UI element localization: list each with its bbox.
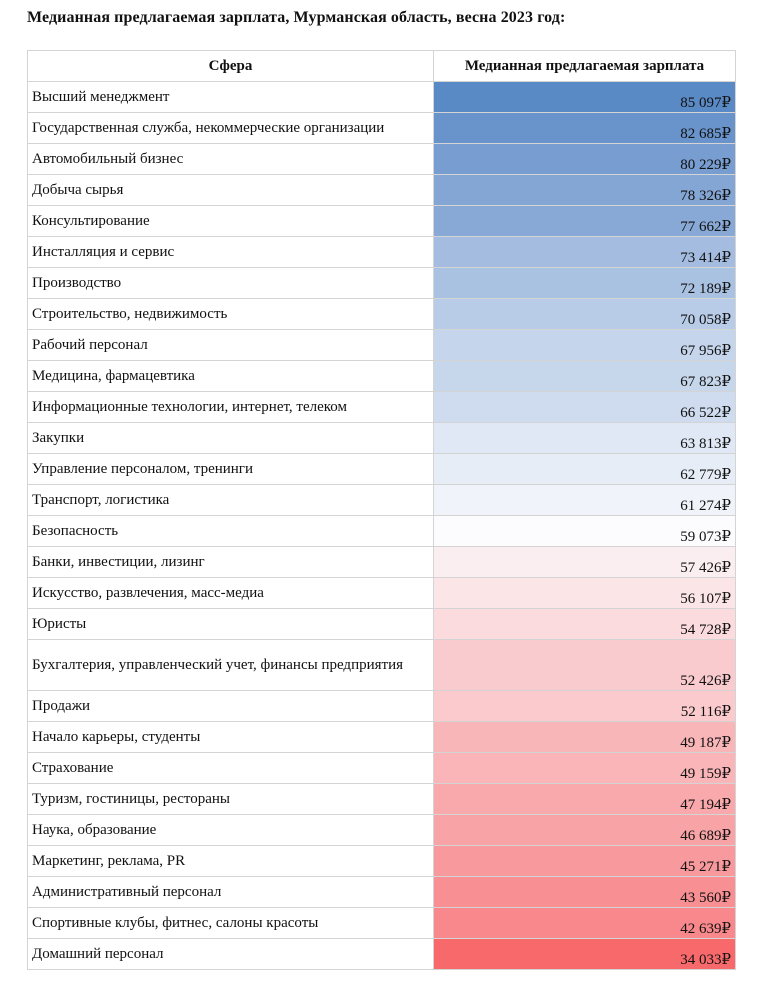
page-title: Медианная предлагаемая зарплата, Мурманс… — [27, 9, 566, 26]
table-row: Начало карьеры, студенты 49 187₽ — [27, 721, 736, 753]
salary-cell: 34 033₽ — [433, 938, 736, 970]
table-row: Юристы 54 728₽ — [27, 608, 736, 640]
table-row: Строительство, недвижимость 70 058₽ — [27, 298, 736, 330]
salary-cell: 45 271₽ — [433, 845, 736, 877]
table-row: Информационные технологии, интернет, тел… — [27, 391, 736, 423]
salary-table: Сфера Медианная предлагаемая зарплата Вы… — [27, 50, 736, 970]
sector-cell: Транспорт, логистика — [27, 484, 434, 516]
table-row: Банки, инвестиции, лизинг 57 426₽ — [27, 546, 736, 578]
salary-cell: 52 426₽ — [433, 639, 736, 691]
table-header-row: Сфера Медианная предлагаемая зарплата — [27, 50, 736, 82]
salary-cell: 82 685₽ — [433, 112, 736, 144]
salary-cell: 57 426₽ — [433, 546, 736, 578]
table-row: Продажи 52 116₽ — [27, 690, 736, 722]
sector-cell: Наука, образование — [27, 814, 434, 846]
table-row: Транспорт, логистика 61 274₽ — [27, 484, 736, 516]
sector-cell: Административный персонал — [27, 876, 434, 908]
sector-cell: Безопасность — [27, 515, 434, 547]
sector-cell: Медицина, фармацевтика — [27, 360, 434, 392]
table-row: Туризм, гостиницы, рестораны 47 194₽ — [27, 783, 736, 815]
sector-cell: Рабочий персонал — [27, 329, 434, 361]
sector-cell: Производство — [27, 267, 434, 299]
table-row: Производство 72 189₽ — [27, 267, 736, 299]
table-row: Административный персонал 43 560₽ — [27, 876, 736, 908]
table-row: Безопасность 59 073₽ — [27, 515, 736, 547]
sector-cell: Управление персоналом, тренинги — [27, 453, 434, 485]
sector-cell: Продажи — [27, 690, 434, 722]
sector-cell: Бухгалтерия, управленческий учет, финанс… — [27, 639, 434, 691]
salary-cell: 54 728₽ — [433, 608, 736, 640]
sector-cell: Страхование — [27, 752, 434, 784]
sector-cell: Маркетинг, реклама, PR — [27, 845, 434, 877]
table-row: Управление персоналом, тренинги 62 779₽ — [27, 453, 736, 485]
salary-cell: 62 779₽ — [433, 453, 736, 485]
sector-cell: Информационные технологии, интернет, тел… — [27, 391, 434, 423]
salary-cell: 67 823₽ — [433, 360, 736, 392]
sector-cell: Начало карьеры, студенты — [27, 721, 434, 753]
sector-cell: Инсталляция и сервис — [27, 236, 434, 268]
salary-cell: 47 194₽ — [433, 783, 736, 815]
salary-cell: 63 813₽ — [433, 422, 736, 454]
table-row: Государственная служба, некоммерческие о… — [27, 112, 736, 144]
salary-cell: 72 189₽ — [433, 267, 736, 299]
sector-cell: Банки, инвестиции, лизинг — [27, 546, 434, 578]
table-row: Бухгалтерия, управленческий учет, финанс… — [27, 639, 736, 691]
sector-cell: Искусство, развлечения, масс-медиа — [27, 577, 434, 609]
salary-cell: 77 662₽ — [433, 205, 736, 237]
salary-cell: 80 229₽ — [433, 143, 736, 175]
salary-cell: 73 414₽ — [433, 236, 736, 268]
sector-cell: Добыча сырья — [27, 174, 434, 206]
table-row: Консультирование 77 662₽ — [27, 205, 736, 237]
table-row: Наука, образование 46 689₽ — [27, 814, 736, 846]
salary-cell: 56 107₽ — [433, 577, 736, 609]
table-row: Маркетинг, реклама, PR 45 271₽ — [27, 845, 736, 877]
sector-cell: Автомобильный бизнес — [27, 143, 434, 175]
salary-cell: 42 639₽ — [433, 907, 736, 939]
table-row: Инсталляция и сервис 73 414₽ — [27, 236, 736, 268]
sector-cell: Закупки — [27, 422, 434, 454]
sector-cell: Спортивные клубы, фитнес, салоны красоты — [27, 907, 434, 939]
table-row: Спортивные клубы, фитнес, салоны красоты… — [27, 907, 736, 939]
table-row: Добыча сырья 78 326₽ — [27, 174, 736, 206]
salary-cell: 43 560₽ — [433, 876, 736, 908]
column-header-salary: Медианная предлагаемая зарплата — [433, 50, 736, 82]
salary-cell: 49 187₽ — [433, 721, 736, 753]
sector-cell: Высший менеджмент — [27, 81, 434, 113]
salary-cell: 78 326₽ — [433, 174, 736, 206]
salary-cell: 59 073₽ — [433, 515, 736, 547]
table-row: Автомобильный бизнес 80 229₽ — [27, 143, 736, 175]
table-row: Страхование 49 159₽ — [27, 752, 736, 784]
column-header-sector: Сфера — [27, 50, 434, 82]
salary-cell: 52 116₽ — [433, 690, 736, 722]
table-body: Высший менеджмент 85 097₽ Государственная … — [27, 81, 736, 970]
salary-cell: 85 097₽ — [433, 81, 736, 113]
table-row: Высший менеджмент 85 097₽ — [27, 81, 736, 113]
salary-cell: 49 159₽ — [433, 752, 736, 784]
sector-cell: Домашний персонал — [27, 938, 434, 970]
salary-cell: 46 689₽ — [433, 814, 736, 846]
sector-cell: Государственная служба, некоммерческие о… — [27, 112, 434, 144]
table-row: Искусство, развлечения, масс-медиа 56 107… — [27, 577, 736, 609]
sector-cell: Юристы — [27, 608, 434, 640]
salary-cell: 70 058₽ — [433, 298, 736, 330]
sector-cell: Строительство, недвижимость — [27, 298, 434, 330]
table-row: Рабочий персонал 67 956₽ — [27, 329, 736, 361]
table-row: Домашний персонал 34 033₽ — [27, 938, 736, 970]
table-row: Закупки 63 813₽ — [27, 422, 736, 454]
salary-cell: 61 274₽ — [433, 484, 736, 516]
table-row: Медицина, фармацевтика 67 823₽ — [27, 360, 736, 392]
sector-cell: Консультирование — [27, 205, 434, 237]
sector-cell: Туризм, гостиницы, рестораны — [27, 783, 434, 815]
salary-cell: 67 956₽ — [433, 329, 736, 361]
salary-cell: 66 522₽ — [433, 391, 736, 423]
